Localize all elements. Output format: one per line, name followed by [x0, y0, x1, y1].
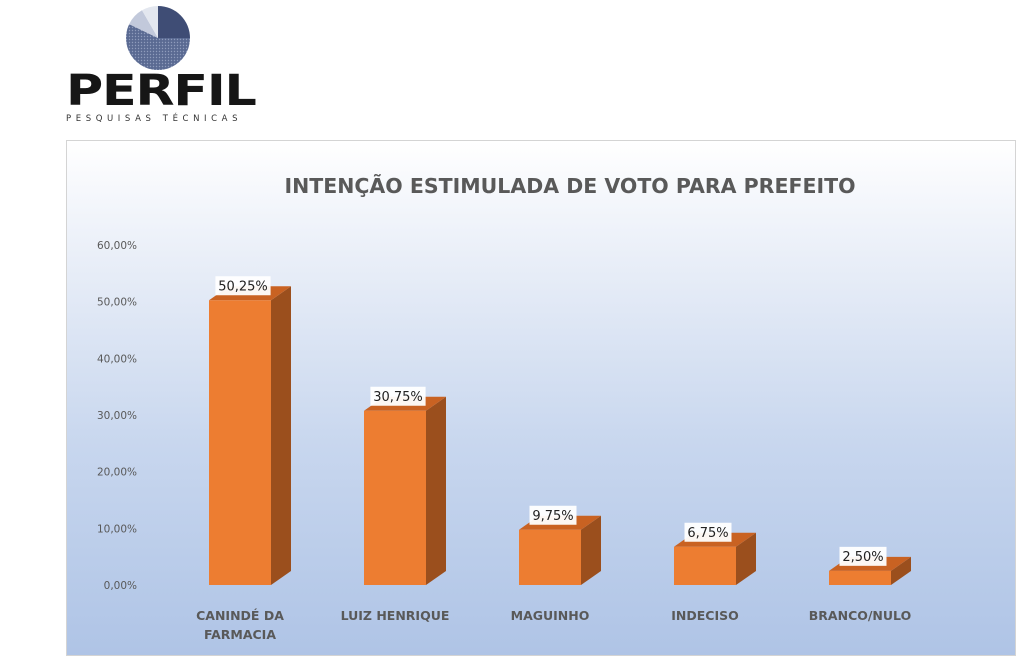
bar-side: [271, 286, 291, 585]
bar: 6,75%: [674, 522, 756, 585]
category-label: INDECISO: [671, 608, 738, 623]
logo-pie-icon: [126, 6, 191, 71]
y-tick-label: 10,00%: [97, 523, 137, 535]
bars: 50,25% 30,75% 9,75% 6,75% 2,50%: [209, 276, 911, 585]
category-label: BRANCO/NULO: [809, 608, 911, 623]
y-tick-label: 60,00%: [97, 240, 137, 252]
category-label: MAGUINHO: [511, 608, 590, 623]
category-label: CANINDÉ DA: [196, 608, 284, 623]
bar-front: [519, 529, 581, 585]
chart-title: INTENÇÃO ESTIMULADA DE VOTO PARA PREFEIT…: [284, 173, 855, 198]
category-label: LUIZ HENRIQUE: [341, 608, 450, 623]
logo-tagline: PESQUISAS TÉCNICAS: [66, 114, 243, 124]
bar-front: [674, 546, 736, 585]
data-label-box: [370, 386, 426, 406]
bar-chart: INTENÇÃO ESTIMULADA DE VOTO PARA PREFEIT…: [97, 173, 911, 642]
bar: 50,25%: [209, 276, 291, 585]
data-label-box: [529, 505, 577, 525]
chart-panel: INTENÇÃO ESTIMULADA DE VOTO PARA PREFEIT…: [66, 140, 1016, 656]
bar-side: [581, 515, 601, 585]
data-label: 6,75%: [687, 526, 728, 541]
bar: 30,75%: [364, 386, 446, 585]
y-tick-label: 40,00%: [97, 353, 137, 365]
data-label: 9,75%: [532, 509, 573, 524]
bar: 9,75%: [519, 505, 601, 585]
bar-front: [209, 300, 271, 585]
y-tick-label: 50,00%: [97, 297, 137, 309]
y-tick-label: 0,00%: [104, 580, 137, 592]
bar-front: [364, 410, 426, 585]
y-tick-label: 30,00%: [97, 410, 137, 422]
y-tick-label: 20,00%: [97, 467, 137, 479]
x-axis: CANINDÉ DA FARMACIA LUIZ HENRIQUE MAGUINHO I…: [196, 608, 911, 642]
bar-side: [891, 556, 911, 585]
data-label-box: [215, 276, 271, 296]
logo-wordmark: PERFIL: [66, 66, 257, 116]
data-label: 30,75%: [373, 390, 423, 405]
bar-side: [736, 532, 756, 585]
data-label: 50,25%: [218, 279, 268, 294]
bar: 2,50%: [829, 546, 911, 585]
category-label: FARMACIA: [204, 627, 276, 642]
data-label-box: [684, 522, 732, 542]
bar-side: [426, 396, 446, 585]
data-label-box: [839, 546, 887, 566]
data-label: 2,50%: [842, 550, 883, 565]
y-axis: 0,00% 10,00% 20,00% 30,00% 40,00% 50,00% 60,00…: [97, 240, 137, 592]
bar-front: [829, 570, 891, 585]
